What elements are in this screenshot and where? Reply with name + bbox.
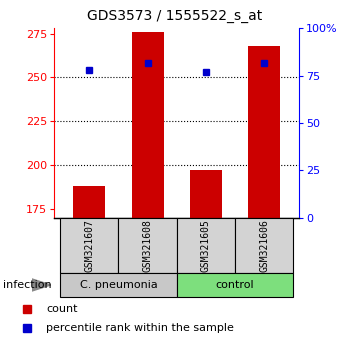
Bar [177,218,235,273]
Text: GSM321606: GSM321606 [259,219,269,272]
Bar [190,170,222,218]
Text: count: count [46,304,78,314]
Text: control: control [216,280,254,290]
Text: GSM321607: GSM321607 [84,219,94,272]
Bar [132,32,164,218]
Text: C. pneumonia: C. pneumonia [79,280,157,290]
Bar [248,46,280,218]
Bar [73,186,105,218]
Text: GDS3573 / 1555522_s_at: GDS3573 / 1555522_s_at [88,9,262,23]
Polygon shape [32,279,51,291]
Bar [60,218,118,273]
Text: infection: infection [4,280,52,290]
Bar [60,273,177,297]
Text: percentile rank within the sample: percentile rank within the sample [46,323,234,333]
Bar [177,273,293,297]
Text: GSM321605: GSM321605 [201,219,211,272]
Text: GSM321608: GSM321608 [142,219,153,272]
Bar [235,218,293,273]
Bar [118,218,177,273]
